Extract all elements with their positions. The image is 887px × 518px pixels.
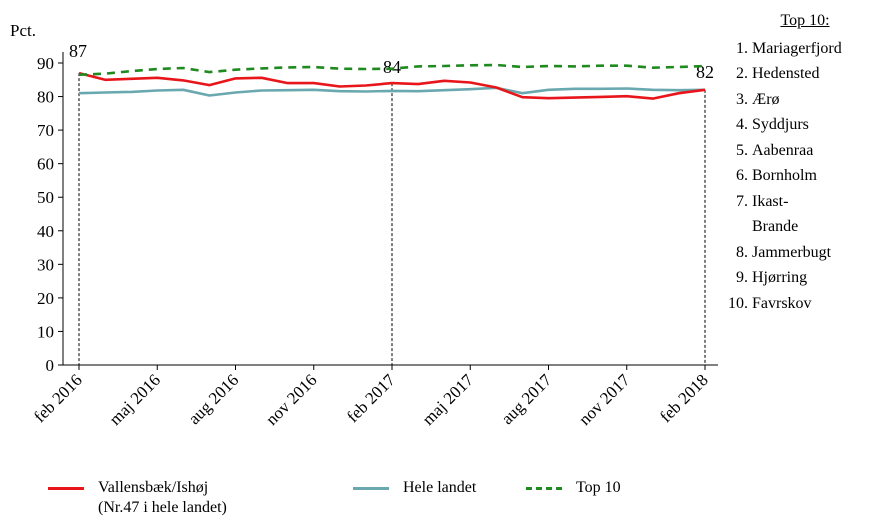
top10-municipality: Bornholm — [752, 167, 817, 184]
top10-item: 7. Ikast- — [726, 189, 884, 215]
top10-item: 6. Bornholm — [726, 163, 884, 189]
top10-rank: 3. — [736, 90, 748, 108]
top10-municipality: Aabenraa — [752, 141, 814, 159]
top10-list: 1. Mariagerfjord 2. Hedensted 3. Ærø 4. Sydd… — [726, 36, 884, 317]
y-tick-label: 40 — [37, 222, 54, 241]
top10-municipality: Jammerbugt — [752, 243, 832, 261]
top10-municipality: Hedensted — [752, 65, 820, 82]
top10-municipality: Ikast- — [752, 192, 789, 210]
top10-rank: 8. — [736, 243, 748, 261]
y-tick-label: 90 — [37, 54, 54, 73]
top10-municipality: Hjørring — [752, 269, 808, 286]
top10-rank: 5. — [736, 141, 748, 159]
legend-swatch-vallensbaek — [48, 487, 84, 490]
top10-title: Top 10: — [780, 12, 830, 29]
top10-item: 10. Favrskov — [726, 291, 884, 317]
top10-municipality: Favrskov — [752, 294, 812, 312]
x-tick-label: feb 2017 — [343, 370, 399, 426]
legend-label-top10: Top 10 — [576, 479, 621, 496]
y-tick-label: 60 — [37, 155, 54, 174]
top10-rank — [726, 214, 752, 240]
top10-rank: 7. — [736, 192, 748, 210]
x-tick-label: aug 2016 — [184, 370, 242, 428]
series-line-hele-landet — [78, 86, 706, 97]
x-tick-label: nov 2017 — [575, 370, 634, 429]
top10-municipality: Mariagerfjord — [752, 39, 842, 57]
top10-panel: Top 10: 1. Mariagerfjord 2. Hedensted 3. Ær… — [726, 8, 884, 316]
top10-item: Brande — [726, 214, 884, 240]
annotation-label: 82 — [696, 62, 714, 82]
y-tick-label: 10 — [37, 322, 54, 341]
top10-item: 2. Hedensted — [726, 61, 884, 87]
top10-item: 1. Mariagerfjord — [726, 36, 884, 62]
legend-swatch-hele-landet — [353, 487, 389, 490]
top10-item: 3. Ærø — [726, 87, 884, 113]
top10-rank: 6. — [736, 167, 748, 184]
top10-rank: 4. — [736, 116, 748, 133]
top10-item: 5. Aabenraa — [726, 138, 884, 164]
top10-rank: 1. — [736, 39, 748, 57]
top10-municipality: Syddjurs — [752, 116, 809, 133]
series-line-top10 — [78, 63, 706, 76]
y-tick-label: 20 — [37, 289, 54, 308]
top10-item: 9. Hjørring — [726, 265, 884, 291]
y-tick-label: 80 — [37, 88, 54, 107]
top10-municipality: Brande — [752, 218, 799, 235]
series-line-vallensbaek — [78, 71, 706, 100]
y-tick-label: 30 — [37, 255, 54, 274]
x-tick-label: nov 2016 — [262, 370, 321, 429]
top10-rank: 9. — [736, 269, 748, 286]
y-tick-label: 70 — [37, 121, 54, 140]
annotation-label: 87 — [69, 41, 87, 61]
x-tick-label: feb 2018 — [656, 370, 712, 426]
top10-municipality: Ærø — [752, 90, 780, 108]
legend-swatch-top10 — [526, 487, 562, 490]
y-axis-label: Pct. — [10, 21, 36, 40]
x-tick-label: feb 2016 — [30, 370, 86, 426]
x-tick-label: maj 2017 — [419, 370, 478, 429]
top10-item: 8. Jammerbugt — [726, 240, 884, 266]
x-tick-label: aug 2017 — [497, 370, 555, 428]
legend-label-hele-landet: Hele landet — [403, 479, 477, 496]
y-tick-label: 50 — [37, 188, 54, 207]
x-tick-label: maj 2016 — [106, 370, 165, 429]
annotation-label: 84 — [383, 57, 401, 77]
top10-rank: 10. — [728, 294, 748, 312]
top10-rank: 2. — [736, 65, 748, 82]
top10-item: 4. Syddjurs — [726, 112, 884, 138]
y-tick-label: 0 — [46, 356, 55, 375]
legend-label-vallensbaek: Vallensbæk/Ishøj (Nr.47 i hele landet) — [98, 479, 227, 516]
